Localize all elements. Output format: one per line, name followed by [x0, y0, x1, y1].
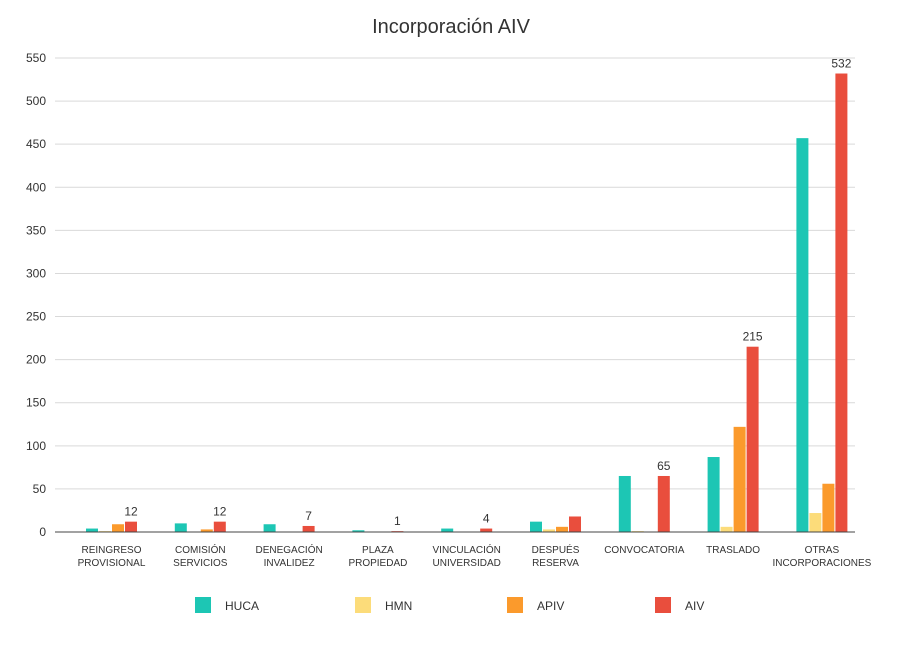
x-category-line: REINGRESO — [81, 545, 141, 556]
x-category-line: SERVICIOS — [173, 558, 228, 569]
bar-apiv — [733, 426, 746, 532]
legend-swatch-huca — [195, 597, 211, 613]
x-category-line: INVALIDEZ — [264, 558, 315, 569]
y-tick-label: 400 — [26, 180, 46, 194]
y-tick-label: 100 — [26, 439, 46, 453]
x-category-line: PLAZA — [362, 545, 394, 556]
x-category-label: OTRAS INCORPORACIONES — [772, 545, 871, 569]
data-label: 1 — [394, 514, 401, 528]
bar-hmn — [809, 513, 822, 532]
x-category-line: UNIVERSIDAD — [433, 558, 501, 569]
x-category-line: INCORPORACIONES — [772, 558, 871, 569]
x-category-label: DESPUÉS RESERVA — [532, 543, 580, 569]
bar-aiv — [746, 346, 759, 532]
x-category-line: VINCULACIÓN — [433, 543, 501, 556]
bar-aiv — [213, 521, 226, 532]
legend-label: HMN — [385, 599, 412, 613]
x-category-line: CONVOCATORIA — [604, 545, 685, 556]
y-tick-label: 50 — [33, 482, 47, 496]
x-axis-categories: REINGRESO PROVISIONAL COMISIÓN SERVICIOS DEN… — [78, 543, 872, 569]
data-label: 12 — [213, 505, 227, 519]
legend-swatch-aiv — [655, 597, 671, 613]
grid-lines — [55, 57, 855, 490]
legend-label: AIV — [685, 599, 704, 613]
bar-aiv — [657, 475, 670, 532]
x-category-label: PLAZA PROPIEDAD — [348, 545, 407, 569]
bar-aiv — [125, 521, 137, 532]
bar-huca — [352, 530, 365, 532]
bar-aiv — [569, 516, 581, 532]
x-category-line: RESERVA — [532, 558, 579, 569]
bar-hmn — [720, 526, 733, 532]
x-category-line: OTRAS — [805, 545, 840, 556]
data-label: 4 — [483, 512, 490, 526]
legend-swatch-apiv — [507, 597, 523, 613]
bar-huca — [796, 138, 809, 532]
bar-apiv — [556, 526, 568, 532]
bar-aiv — [302, 525, 315, 532]
bar-huca — [707, 457, 720, 532]
x-category-label: REINGRESO PROVISIONAL — [78, 545, 146, 569]
legend-label: HUCA — [225, 599, 259, 613]
x-category-line: COMISIÓN — [175, 543, 226, 556]
legend-label: APIV — [537, 599, 564, 613]
bar-hmn — [543, 529, 555, 532]
bar-aiv — [480, 528, 493, 532]
data-label: 12 — [124, 505, 138, 519]
bar-huca — [174, 523, 187, 532]
y-tick-label: 250 — [26, 310, 46, 324]
data-label: 65 — [657, 459, 671, 473]
x-category-label: DENEGACIÓN INVALIDEZ — [255, 543, 322, 569]
chart-title: Incorporación AIV — [372, 16, 531, 38]
data-label: 7 — [305, 509, 312, 523]
y-axis-ticks: 0 50 100 150 200 250 300 350 400 450 500 550 — [26, 51, 46, 539]
y-tick-label: 200 — [26, 353, 46, 367]
y-tick-label: 300 — [26, 266, 46, 280]
y-tick-label: 500 — [26, 94, 46, 108]
x-category-label: VINCULACIÓN UNIVERSIDAD — [433, 543, 501, 569]
y-tick-label: 450 — [26, 137, 46, 151]
bar-huca — [263, 524, 276, 532]
x-category-line: DENEGACIÓN — [255, 543, 322, 556]
x-category-label: COMISIÓN SERVICIOS — [173, 543, 228, 569]
y-tick-label: 550 — [26, 51, 46, 65]
legend-swatch-hmn — [355, 597, 371, 613]
x-category-line: PROPIEDAD — [348, 558, 407, 569]
data-labels: 12 12 7 1 4 65 215 532 — [124, 57, 851, 529]
bar-apiv — [200, 529, 213, 532]
bar-apiv — [822, 483, 835, 532]
y-tick-label: 150 — [26, 396, 46, 410]
bar-aiv — [835, 73, 848, 532]
x-category-line: PROVISIONAL — [78, 558, 146, 569]
x-category-line: TRASLADO — [706, 545, 760, 556]
y-tick-label: 0 — [39, 525, 46, 539]
bar-huca — [618, 475, 631, 532]
bar-huca — [86, 528, 98, 532]
bars — [86, 73, 848, 532]
bar-huca — [441, 528, 454, 532]
bar-apiv — [112, 524, 124, 532]
x-category-label: CONVOCATORIA — [604, 545, 685, 556]
bar-huca — [530, 521, 542, 532]
x-category-line: DESPUÉS — [532, 543, 580, 556]
y-tick-label: 350 — [26, 223, 46, 237]
legend: HUCA HMN APIV AIV — [195, 597, 704, 613]
data-label: 215 — [743, 330, 763, 344]
data-label: 532 — [831, 57, 851, 71]
x-category-label: TRASLADO — [706, 545, 760, 556]
